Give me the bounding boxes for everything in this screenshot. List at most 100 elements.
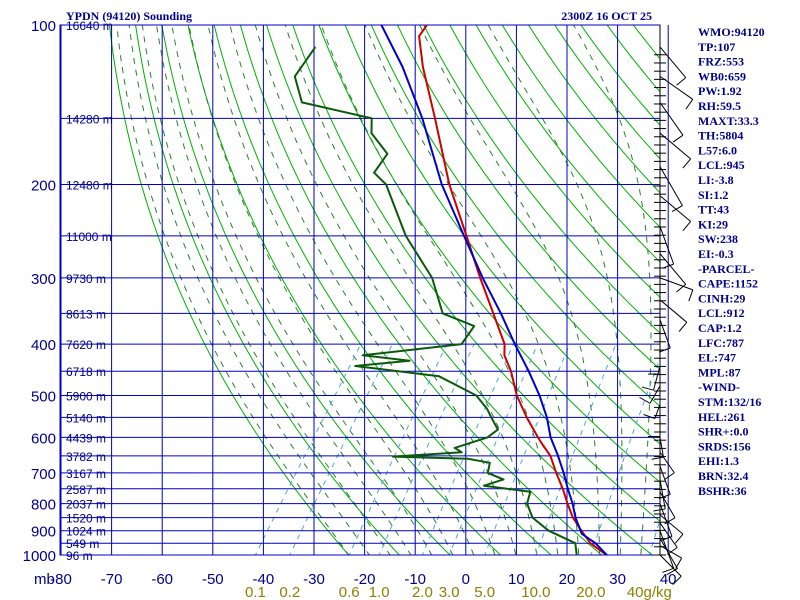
grid-lines [59,24,669,556]
temperature-tick-label: -70 [101,571,123,588]
index-item: FRZ:553 [698,55,744,69]
index-item: SRDS:156 [698,439,751,453]
index-item: LI:-3.8 [698,173,734,187]
height-label: 5140 m [66,411,106,425]
moist-adiabat [320,25,559,555]
wind-barb-flag [671,205,683,213]
index-item: TH:5804 [698,129,743,143]
index-item: MAXT:33.3 [698,114,759,128]
unit-prefix: mb [34,571,55,588]
index-item: L57:6.0 [698,143,737,157]
height-label: 549 m [66,537,99,551]
temperature-tick-label: 0 [462,571,470,588]
mixing-ratio-label: 0.2 [279,584,300,600]
index-item: BSHR:36 [698,484,747,498]
index-item: PW:1.92 [698,84,742,98]
wind-barb-flag [674,533,684,544]
pressure-tick-label: 600 [31,430,56,447]
wind-barb [659,132,691,160]
wind-barb-flag [678,321,688,332]
parcel-trace [380,25,608,555]
height-label: 5900 m [66,389,106,403]
wind-barb-flag [667,547,678,555]
index-item: LCL:945 [698,158,745,172]
moist-adiabat [141,25,391,555]
wind-barb-flag [685,99,694,110]
valid-time: 2300Z 16 OCT 25 [561,9,652,23]
moist-adiabat [229,25,496,555]
mixing-ratio-line [378,343,475,555]
dry-adiabat [318,25,660,483]
wind-barb-flag [664,472,675,481]
wind-barb-flag [653,508,666,512]
dry-adiabat [266,25,654,555]
height-label: 2587 m [66,483,106,497]
temperature-tick-label: -60 [151,571,173,588]
wind-barb [659,277,694,291]
dry-adiabat [239,25,603,555]
temperature-tick-label: -80 [50,571,72,588]
pressure-tick-label: 100 [31,18,56,35]
wind-barb [659,195,691,222]
pressure-tick-label: 200 [31,178,56,195]
wind-barb-flag [672,134,684,143]
dry-adiabat [135,25,400,555]
mixing-ratio-line [421,343,514,555]
index-item: LFC:787 [698,336,744,350]
wind-barb [659,166,683,206]
index-item: HEL:261 [698,410,745,424]
wind-barb-flag [672,575,682,586]
mixing-ratio-line [348,343,448,555]
mixing-ratio-line [484,343,571,555]
pressure-tick-label: 500 [31,388,56,405]
wind-barb [659,75,694,100]
dry-adiabat [423,25,660,334]
temperature-trace [418,25,608,555]
wind-barbs [639,25,694,586]
sounding-traces [293,25,608,555]
mixing-ratio-label: 0.1 [245,584,266,600]
wind-barb-flag [688,289,694,302]
indices-panel: WMO:94120TP:107FRZ:553WB0:659PW:1.92RH:5… [698,25,765,498]
index-item: KI:29 [698,217,728,231]
mixing-ratio-label: 0.6 [339,584,360,600]
index-item: SW:238 [698,232,738,246]
temperature-tick-label: -20 [354,571,376,588]
height-label: 2037 m [66,498,106,512]
index-item: LCL:912 [698,306,745,320]
temperature-tick-label: -10 [404,571,426,588]
wind-barb [659,253,687,285]
wind-barb [659,299,688,323]
wind-barb [659,451,675,474]
index-item: CINH:29 [698,291,745,305]
wind-barb [659,102,684,136]
wind-barb-flag [643,414,656,420]
wind-barb-flag [682,158,692,169]
index-item: EHI:1.3 [698,454,739,468]
pressure-tick-label: 800 [31,497,56,514]
wind-barb-flag [662,567,674,573]
height-label: 16640 m [66,19,113,33]
dry-adiabat [292,25,660,522]
index-item: CAPE:1152 [698,277,758,291]
pressure-tick-label: 400 [31,337,56,354]
mixing-ratio-label: 5.0 [474,584,495,600]
height-label: 9730 m [66,272,106,286]
mixing-ratio-line [448,343,539,555]
wind-barb-flag [676,283,687,293]
wind-barb [659,514,684,535]
mixing-ratio-line [289,343,393,555]
mixing-ratio-label: 3.0 [439,584,460,600]
pressure-tick-label: 1000 [23,548,56,565]
dry-adiabat [449,25,660,298]
dry-adiabat [475,25,660,263]
wind-barb-flag [682,221,692,232]
mixing-ratio-line [535,343,617,555]
moist-adiabat [573,25,652,555]
wind-barb [659,437,664,458]
dry-adiabat [161,25,451,555]
height-label: 12480 m [66,179,113,193]
index-item: -PARCEL- [698,262,754,276]
